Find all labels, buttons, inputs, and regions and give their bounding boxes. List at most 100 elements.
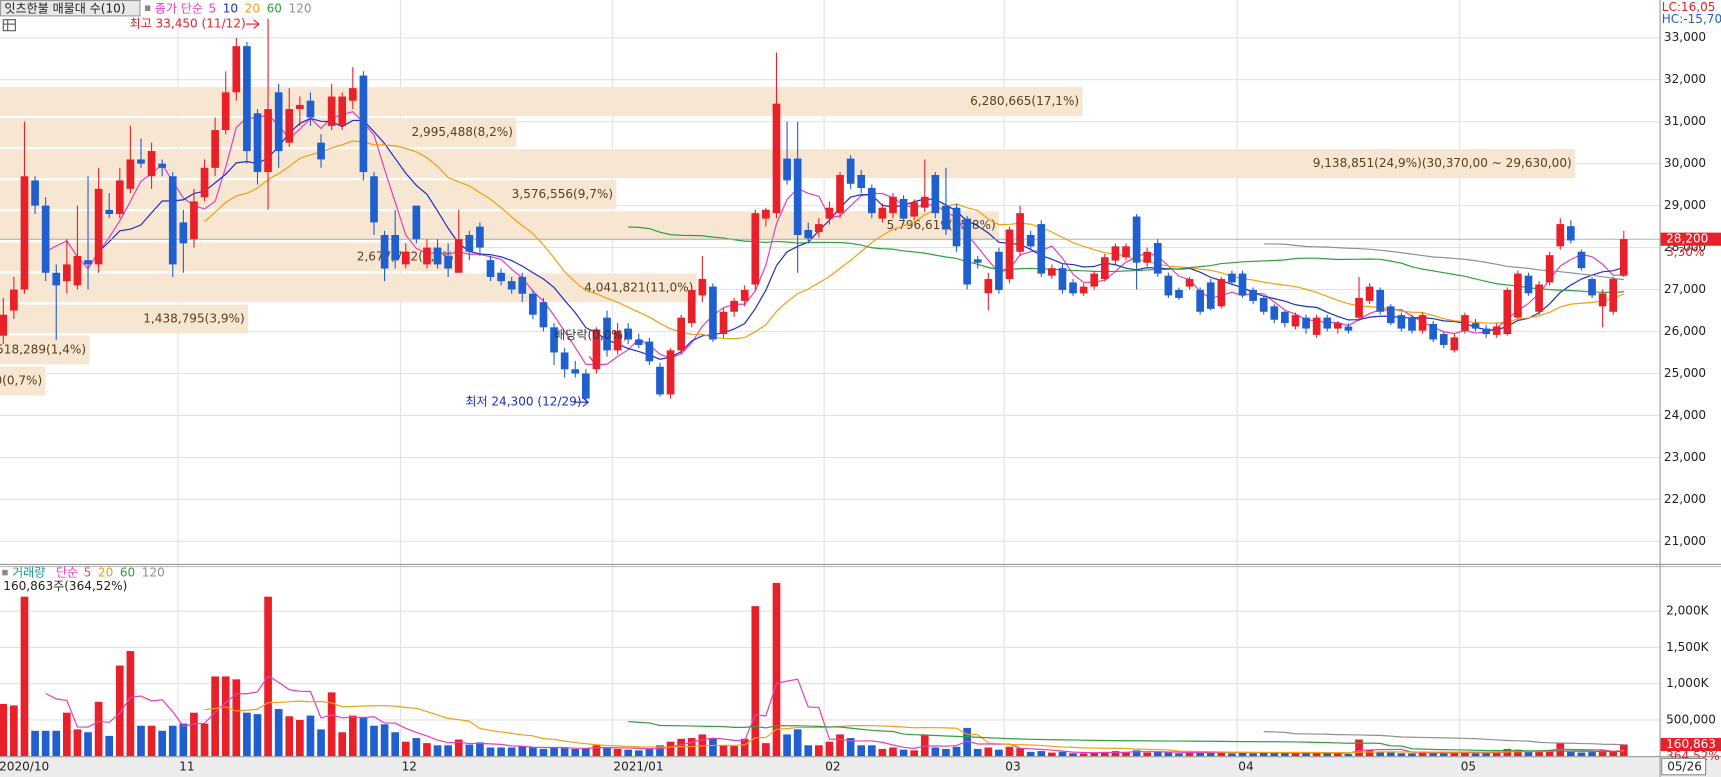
candle-body bbox=[571, 369, 580, 374]
candle-body bbox=[264, 109, 272, 173]
volume-bar bbox=[52, 730, 61, 757]
volume-bar bbox=[793, 729, 802, 757]
y-tick-label: 25,000 bbox=[1664, 366, 1706, 380]
volume-bar bbox=[423, 743, 431, 757]
candle-body bbox=[253, 113, 262, 173]
volume-bar bbox=[973, 748, 982, 757]
volume-bar bbox=[857, 745, 866, 757]
candle-body bbox=[1291, 315, 1300, 327]
candle-body bbox=[793, 158, 802, 235]
low-arrow bbox=[574, 397, 590, 408]
volume-bar bbox=[412, 738, 421, 757]
volume-bar bbox=[560, 748, 569, 757]
candle-body bbox=[296, 104, 304, 110]
candle-body bbox=[995, 251, 1003, 290]
volume-bar bbox=[751, 606, 760, 757]
candle-body bbox=[1492, 326, 1501, 335]
volume-bar bbox=[158, 730, 167, 757]
candle-body bbox=[1005, 229, 1014, 280]
volume-bar bbox=[730, 746, 738, 757]
volume-tick-label: 1,000K bbox=[1666, 676, 1710, 690]
candle-body bbox=[105, 209, 114, 215]
candle-body bbox=[804, 229, 813, 239]
y-tick-label: 26,000 bbox=[1664, 324, 1706, 338]
candle-body bbox=[348, 88, 357, 101]
volume-bar bbox=[285, 716, 294, 757]
volume-bar bbox=[243, 712, 251, 757]
y-tick-label: 29,000 bbox=[1664, 198, 1706, 212]
candle-body bbox=[1323, 317, 1332, 329]
volume-bar bbox=[1535, 751, 1543, 757]
candle-body bbox=[147, 151, 156, 177]
volume-bar bbox=[1270, 752, 1279, 757]
moving-average bbox=[45, 110, 1624, 366]
volume-bar bbox=[1588, 751, 1596, 757]
volume-bar bbox=[1397, 753, 1406, 757]
volume-bar bbox=[454, 739, 463, 757]
volume-bar bbox=[94, 701, 103, 757]
volume-profile-band bbox=[0, 366, 46, 396]
last-price-label: 28,200 bbox=[1666, 232, 1708, 246]
candle-body bbox=[920, 196, 929, 208]
volume-profile-label: 264,040(0,7%) bbox=[0, 374, 42, 388]
volume-bar bbox=[1026, 751, 1035, 757]
y-tick-label: 33,000 bbox=[1664, 30, 1706, 44]
x-tick-label: 05 bbox=[1461, 760, 1476, 774]
candle-body bbox=[1609, 279, 1618, 312]
volume-bar bbox=[920, 734, 929, 757]
volume-bar bbox=[497, 747, 505, 757]
volume-bar bbox=[391, 732, 400, 757]
y-tick-label: 22,000 bbox=[1664, 492, 1706, 506]
volume-bar bbox=[1439, 753, 1448, 757]
volume-bar bbox=[433, 745, 442, 757]
candle-body bbox=[359, 75, 368, 173]
last-price-box bbox=[1660, 232, 1721, 246]
volume-bar bbox=[115, 665, 124, 757]
volume-bar bbox=[327, 692, 336, 757]
volume-bar bbox=[719, 745, 728, 757]
volume-profile-band bbox=[0, 304, 248, 334]
volume-bar bbox=[1312, 752, 1321, 757]
volume-bar bbox=[317, 729, 325, 757]
candle-body bbox=[1365, 286, 1374, 301]
volume-bar bbox=[910, 750, 919, 757]
volume-bar bbox=[836, 734, 844, 757]
volume-profile-label: 1,438,795(3,9%) bbox=[143, 311, 244, 325]
candle-body bbox=[581, 373, 590, 399]
moving-average bbox=[1263, 243, 1624, 281]
volume-bar bbox=[613, 748, 622, 757]
cursor-date: 05/26 bbox=[1667, 760, 1702, 774]
volume-bar bbox=[1482, 753, 1490, 757]
volume-bar bbox=[1132, 750, 1141, 757]
legend-period: 60 bbox=[120, 566, 135, 580]
candle-body bbox=[1206, 282, 1215, 309]
volume-bar bbox=[677, 738, 685, 757]
volume-bar bbox=[1365, 749, 1374, 757]
volume-bar bbox=[603, 747, 611, 757]
volume-bar bbox=[1514, 749, 1522, 757]
candle-body bbox=[1535, 284, 1543, 312]
volume-bar bbox=[486, 747, 495, 757]
candle-body bbox=[1270, 306, 1279, 320]
last-volume-label: 160,863 bbox=[1666, 737, 1716, 751]
candle-body bbox=[401, 251, 410, 265]
candle-body bbox=[1482, 328, 1490, 335]
volume-bar bbox=[1122, 752, 1130, 757]
volume-tick-label: 2,000K bbox=[1666, 604, 1710, 618]
volume-bar bbox=[1079, 753, 1088, 757]
moving-average bbox=[98, 117, 1625, 360]
candle-body bbox=[306, 100, 315, 118]
lc-label: LC:16,05 bbox=[1662, 0, 1716, 14]
legend-period: 10 bbox=[223, 1, 238, 15]
candle-body bbox=[677, 317, 685, 351]
candle-body bbox=[910, 202, 919, 217]
volume-bar bbox=[296, 719, 304, 757]
candle-body bbox=[1037, 224, 1046, 274]
volume-moving-average bbox=[204, 700, 1624, 754]
candle-body bbox=[137, 159, 145, 164]
candle-body bbox=[1259, 297, 1268, 312]
candle-body bbox=[518, 276, 527, 294]
volume-bar bbox=[1228, 753, 1236, 757]
volume-bar bbox=[274, 709, 283, 757]
volume-bar bbox=[84, 732, 92, 757]
